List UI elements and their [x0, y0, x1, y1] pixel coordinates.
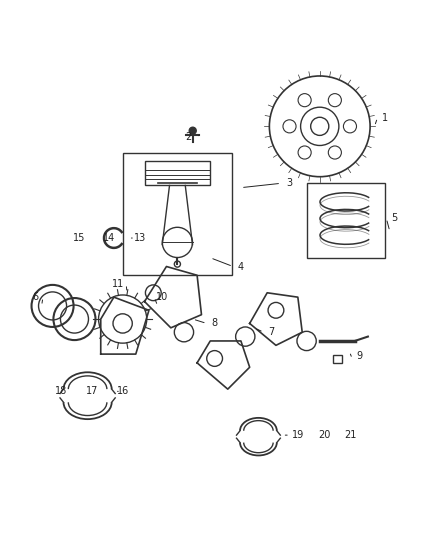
Text: 18: 18 — [55, 386, 67, 397]
Bar — [307, 183, 385, 258]
Text: 4: 4 — [238, 262, 244, 271]
Text: 10: 10 — [156, 292, 168, 302]
Text: 9: 9 — [356, 351, 362, 361]
Text: 20: 20 — [318, 430, 330, 440]
Text: 13: 13 — [134, 233, 146, 243]
Text: 19: 19 — [292, 430, 304, 440]
Text: 1: 1 — [382, 112, 389, 123]
Bar — [145, 161, 210, 185]
Text: 5: 5 — [391, 213, 397, 223]
Text: 7: 7 — [268, 327, 275, 337]
Text: 15: 15 — [73, 233, 85, 243]
Text: 8: 8 — [212, 318, 218, 328]
Text: 6: 6 — [32, 292, 38, 302]
Text: 11: 11 — [112, 279, 124, 289]
Text: 16: 16 — [117, 386, 129, 397]
Text: 14: 14 — [103, 233, 116, 243]
Text: 17: 17 — [86, 386, 98, 397]
Circle shape — [189, 127, 196, 134]
Bar — [123, 152, 232, 275]
Text: 3: 3 — [286, 178, 292, 188]
Text: 21: 21 — [344, 430, 357, 440]
Text: 2: 2 — [185, 132, 191, 142]
